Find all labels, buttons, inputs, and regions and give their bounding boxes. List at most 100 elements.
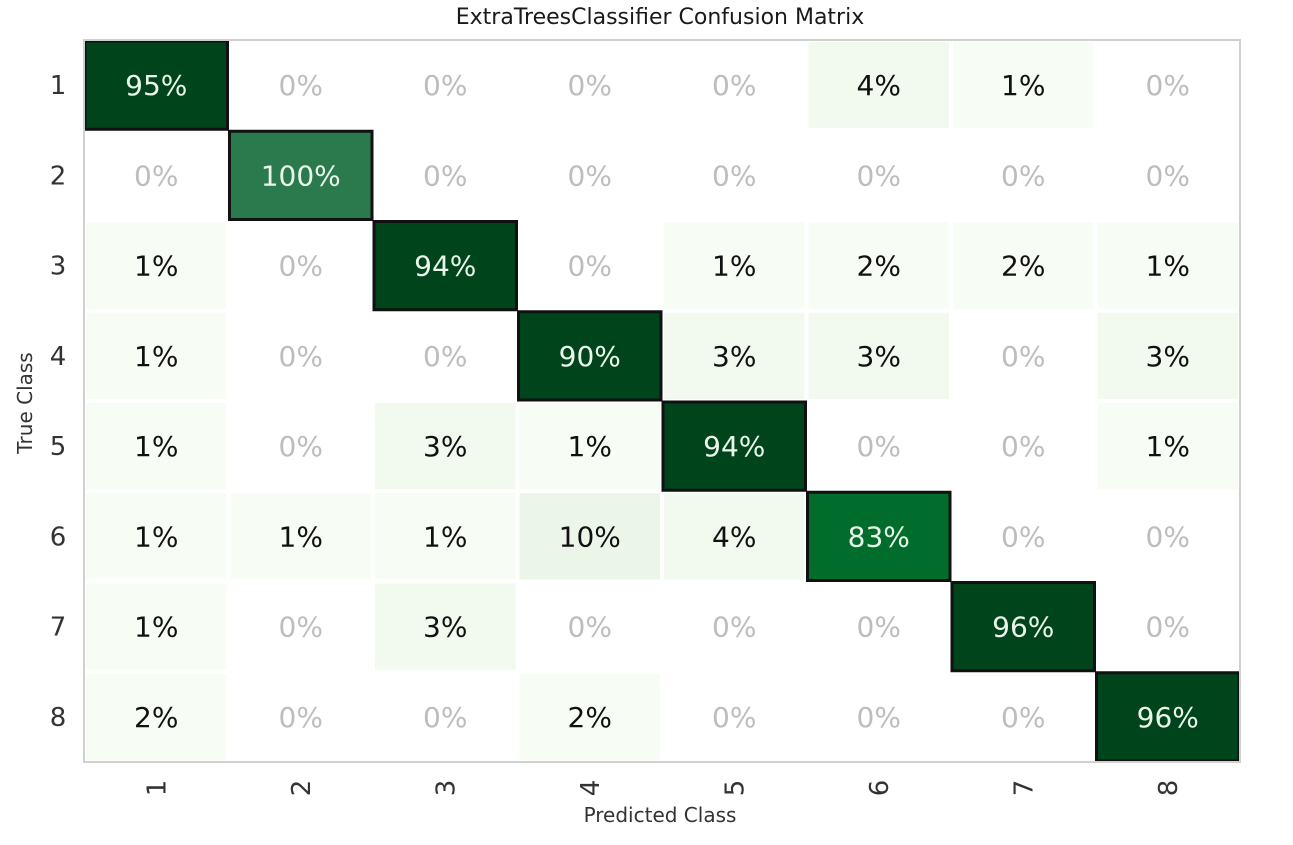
cell-4-6 — [808, 312, 949, 399]
cell-label-7-5: 0% — [712, 611, 756, 644]
cell-label-4-6: 3% — [857, 340, 901, 373]
cell-label-8-1: 2% — [134, 701, 178, 734]
cell-1-5 — [664, 42, 805, 129]
cell-label-3-2: 0% — [279, 250, 323, 283]
heatmap-cells: 95% 0% 0% 0% 0% 4% 1% 0% 0% 100% 0% 0% 0% 0% 0% 0% 1% 0% 9… — [86, 42, 1238, 760]
cell-5-2 — [230, 403, 371, 490]
cell-label-4-4: 90% — [559, 340, 621, 373]
cell-5-8 — [1097, 403, 1238, 490]
cell-label-4-5: 3% — [712, 340, 756, 373]
cell-label-6-7: 0% — [1001, 520, 1045, 553]
cell-label-2-2: 100% — [261, 159, 341, 192]
cell-label-5-3: 3% — [423, 430, 467, 463]
y-axis-label: True Class — [13, 352, 37, 454]
diagonal-border-2 — [228, 129, 374, 221]
cell-7-8 — [1097, 583, 1238, 670]
cell-5-4 — [519, 403, 660, 490]
cell-4-7 — [953, 312, 1094, 399]
cell-8-7 — [953, 673, 1094, 760]
cell-3-7 — [953, 222, 1094, 309]
cell-8-3 — [375, 673, 516, 760]
cell-6-2 — [230, 493, 371, 580]
cell-6-8 — [1097, 493, 1238, 580]
cell-label-3-3: 94% — [414, 250, 476, 283]
cell-label-2-5: 0% — [712, 159, 756, 192]
cell-label-2-7: 0% — [1001, 159, 1045, 192]
cell-4-3 — [375, 312, 516, 399]
cell-label-1-3: 0% — [423, 69, 467, 102]
cell-label-5-8: 1% — [1146, 430, 1190, 463]
cell-3-2 — [230, 222, 371, 309]
cell-7-3 — [375, 583, 516, 670]
cell-2-8 — [1097, 132, 1238, 219]
cell-7-7 — [953, 583, 1094, 670]
x-tick-8: 8 — [1154, 780, 1184, 797]
cell-6-5 — [664, 493, 805, 580]
cell-label-6-6: 83% — [848, 520, 910, 553]
cell-label-5-1: 1% — [134, 430, 178, 463]
cell-5-7 — [953, 403, 1094, 490]
cell-label-3-1: 1% — [134, 250, 178, 283]
cell-4-2 — [230, 312, 371, 399]
cell-4-8 — [1097, 312, 1238, 399]
cell-6-7 — [953, 493, 1094, 580]
diagonal-border-4 — [517, 310, 663, 402]
cell-label-5-4: 1% — [568, 430, 612, 463]
cell-7-4 — [519, 583, 660, 670]
cell-label-6-3: 1% — [423, 520, 467, 553]
cell-label-1-7: 1% — [1001, 69, 1045, 102]
cell-label-6-5: 4% — [712, 520, 756, 553]
cell-1-3 — [375, 42, 516, 129]
cell-label-4-1: 1% — [134, 340, 178, 373]
cell-1-6 — [808, 42, 949, 129]
cell-8-6 — [808, 673, 949, 760]
cell-label-1-8: 0% — [1146, 69, 1190, 102]
cell-label-3-4: 0% — [568, 250, 612, 283]
cell-label-7-3: 3% — [423, 611, 467, 644]
cell-1-1 — [86, 42, 227, 129]
y-tick-8: 8 — [50, 703, 67, 733]
cell-label-8-3: 0% — [423, 701, 467, 734]
cell-label-1-6: 4% — [857, 69, 901, 102]
y-tick-3: 3 — [50, 252, 67, 282]
cell-label-2-6: 0% — [857, 159, 901, 192]
cell-7-5 — [664, 583, 805, 670]
cell-label-8-7: 0% — [1001, 701, 1045, 734]
cell-3-4 — [519, 222, 660, 309]
cell-label-3-8: 1% — [1146, 250, 1190, 283]
cell-3-6 — [808, 222, 949, 309]
cell-8-4 — [519, 673, 660, 760]
cell-label-1-5: 0% — [712, 69, 756, 102]
cell-2-4 — [519, 132, 660, 219]
cell-label-6-8: 0% — [1146, 520, 1190, 553]
cell-7-2 — [230, 583, 371, 670]
cell-label-5-5: 94% — [703, 430, 765, 463]
cell-label-8-6: 0% — [857, 701, 901, 734]
cell-2-1 — [86, 132, 227, 219]
cell-label-7-2: 0% — [279, 611, 323, 644]
x-tick-1: 1 — [142, 780, 172, 797]
cell-label-4-3: 0% — [423, 340, 467, 373]
cell-8-5 — [664, 673, 805, 760]
cell-label-5-6: 0% — [857, 430, 901, 463]
x-tick-7: 7 — [1009, 780, 1039, 797]
cell-label-1-2: 0% — [279, 69, 323, 102]
cell-2-2 — [230, 132, 371, 219]
x-tick-3: 3 — [431, 780, 461, 797]
x-tick-2: 2 — [287, 780, 317, 797]
cell-label-4-8: 3% — [1146, 340, 1190, 373]
y-tick-labels: 1 2 3 4 5 6 7 8 — [50, 71, 67, 733]
cell-1-2 — [230, 42, 371, 129]
cell-label-8-4: 2% — [568, 701, 612, 734]
cell-label-7-7: 96% — [992, 611, 1054, 644]
cell-8-2 — [230, 673, 371, 760]
cell-7-1 — [86, 583, 227, 670]
chart-title: ExtraTreesClassifier Confusion Matrix — [456, 5, 864, 30]
cell-label-2-4: 0% — [568, 159, 612, 192]
y-tick-5: 5 — [50, 432, 67, 462]
cell-6-6 — [808, 493, 949, 580]
x-tick-5: 5 — [720, 780, 750, 797]
cell-label-2-1: 0% — [134, 159, 178, 192]
cell-1-7 — [953, 42, 1094, 129]
cell-label-8-5: 0% — [712, 701, 756, 734]
